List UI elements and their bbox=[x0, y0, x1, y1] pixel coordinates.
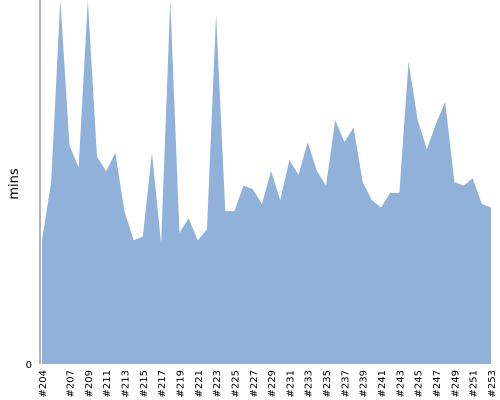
x-tick-label: #237 bbox=[340, 370, 351, 397]
x-tick-label: #207 bbox=[65, 370, 76, 397]
area-series bbox=[42, 0, 491, 364]
x-tick-label: #227 bbox=[249, 370, 260, 397]
x-tick-label: #225 bbox=[230, 370, 241, 397]
x-tick-label: #213 bbox=[120, 370, 131, 397]
x-tick-label: #251 bbox=[469, 370, 480, 397]
x-ticks-group: #204 #207 #209 #211 #213 #215 #217 #219 #221 #223… bbox=[38, 370, 498, 397]
x-tick-label: #217 bbox=[157, 370, 168, 397]
x-tick-label: #247 bbox=[432, 370, 443, 397]
x-tick-label: #223 bbox=[212, 370, 223, 397]
x-tick-label: #231 bbox=[285, 370, 296, 397]
x-tick-label: #245 bbox=[414, 370, 425, 397]
x-tick-label: #204 bbox=[38, 370, 49, 397]
series-group bbox=[42, 0, 491, 364]
x-tick-label: #253 bbox=[487, 370, 498, 397]
x-tick-label: #235 bbox=[322, 370, 333, 397]
y-axis-label: mins bbox=[7, 168, 22, 200]
x-tick-label: #211 bbox=[102, 370, 113, 397]
x-tick-label: #233 bbox=[304, 370, 315, 397]
x-tick-label: #209 bbox=[84, 370, 95, 397]
x-tick-label: #243 bbox=[395, 370, 406, 397]
x-tick-label: #215 bbox=[139, 370, 150, 397]
x-tick-label: #239 bbox=[359, 370, 370, 397]
x-tick-label: #249 bbox=[450, 370, 461, 397]
x-tick-label: #219 bbox=[175, 370, 186, 397]
x-tick-label: #241 bbox=[377, 370, 388, 397]
x-tick-label: #221 bbox=[194, 370, 205, 397]
y-tick-label: 0 bbox=[26, 360, 32, 371]
x-tick-label: #229 bbox=[267, 370, 278, 397]
